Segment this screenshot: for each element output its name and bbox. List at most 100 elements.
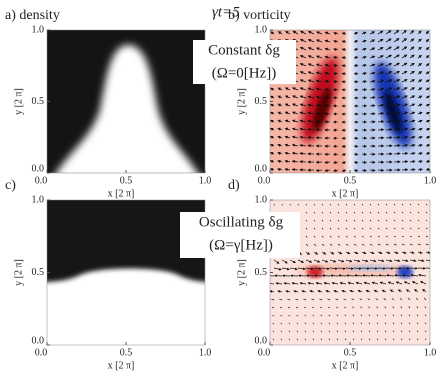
flow-arrow	[277, 95, 283, 99]
flow-arrow	[425, 46, 430, 51]
flow-arrow	[305, 211, 307, 214]
x-axis-label: x [2 π]	[332, 188, 359, 199]
flow-arrow	[315, 120, 323, 124]
flow-arrow	[272, 314, 275, 317]
flow-arrow	[377, 259, 385, 263]
y-tick-label: 1.0	[32, 194, 45, 205]
flow-arrow	[369, 31, 376, 35]
flow-arrow	[344, 314, 347, 317]
x-axis-label: x [2 π]	[108, 360, 135, 371]
flow-arrow	[361, 39, 367, 43]
flow-arrow	[324, 71, 331, 75]
x-tick-label: 0.5	[344, 175, 357, 186]
flow-arrow	[307, 79, 315, 83]
flow-arrow	[270, 87, 275, 91]
flow-arrow	[400, 330, 403, 333]
flow-arrow	[363, 281, 371, 285]
flow-arrow	[328, 314, 331, 317]
flow-arrow	[307, 87, 315, 91]
flow-arrow	[409, 143, 416, 148]
flow-arrow	[270, 127, 275, 131]
flow-arrow	[361, 227, 364, 230]
flow-arrow	[401, 143, 409, 148]
flow-arrow	[408, 322, 411, 325]
flow-arrow	[270, 111, 275, 115]
flow-arrow	[313, 251, 319, 255]
flow-arrow	[386, 274, 395, 277]
flow-arrow	[305, 259, 313, 263]
flow-arrow	[385, 235, 388, 238]
y-tick-label: 1.0	[255, 194, 268, 205]
y-tick-label: 0.5	[255, 96, 268, 107]
flow-arrow	[329, 227, 332, 230]
flow-arrow	[385, 79, 393, 83]
flow-arrow	[292, 30, 299, 35]
flow-arrow	[341, 160, 347, 164]
flow-arrow	[329, 211, 332, 214]
flow-arrow	[313, 259, 321, 263]
flow-arrow	[324, 168, 331, 173]
panel-title: a) density	[5, 8, 60, 23]
flow-arrow	[312, 330, 315, 333]
flow-arrow	[313, 211, 316, 214]
flow-arrow	[313, 243, 317, 247]
flow-arrow	[361, 88, 368, 92]
density-map	[47, 30, 205, 173]
flow-arrow	[304, 330, 307, 333]
flow-arrow	[425, 219, 428, 222]
flow-arrow	[377, 79, 385, 83]
panel-title: d)	[228, 178, 240, 193]
flow-arrow	[368, 330, 371, 333]
flow-arrow	[379, 281, 387, 285]
flow-arrow	[270, 282, 275, 285]
label-box	[180, 212, 300, 258]
flow-arrow	[425, 79, 430, 83]
flow-arrow	[288, 306, 291, 309]
flow-arrow	[299, 111, 307, 115]
flow-arrow	[425, 251, 430, 254]
flow-arrow	[370, 274, 379, 277]
flow-arrow	[324, 96, 331, 100]
flow-arrow	[361, 243, 365, 246]
flow-arrow	[338, 274, 347, 278]
flow-arrow	[399, 297, 403, 301]
flow-arrow	[369, 259, 377, 263]
flow-arrow	[425, 136, 430, 140]
flow-arrow	[305, 251, 311, 255]
flow-arrow	[409, 79, 416, 83]
y-tick-label: 1.0	[32, 24, 45, 35]
flow-arrow	[280, 306, 283, 309]
flow-arrow	[297, 203, 299, 206]
flow-arrow	[333, 168, 339, 173]
flow-arrow	[369, 104, 376, 108]
flow-arrow	[417, 79, 423, 83]
flow-arrow	[299, 87, 307, 91]
flow-arrow	[303, 298, 307, 301]
flow-arrow	[296, 306, 299, 309]
flow-arrow	[393, 103, 401, 107]
flow-arrow	[385, 54, 393, 59]
flow-arrow	[417, 152, 423, 156]
flow-arrow	[296, 330, 299, 333]
flow-arrow	[377, 120, 385, 124]
y-tick-label: 0.5	[255, 267, 268, 278]
flow-arrow	[313, 267, 322, 271]
flow-arrow	[307, 47, 315, 51]
flow-arrow	[347, 281, 355, 285]
flow-arrow	[353, 64, 359, 68]
flow-arrow	[385, 219, 388, 222]
flow-arrow	[393, 219, 396, 222]
annotation: Constant δg	[208, 42, 280, 58]
flow-arrow	[425, 128, 430, 131]
flow-arrow	[280, 338, 283, 341]
flow-arrow	[288, 330, 291, 333]
flow-arrow	[385, 211, 388, 214]
flow-arrow	[309, 290, 315, 293]
flow-arrow	[270, 290, 275, 293]
flow-arrow	[277, 159, 283, 164]
flow-arrow	[361, 251, 367, 255]
flow-arrow	[283, 282, 291, 285]
flow-arrow	[401, 111, 409, 115]
flow-arrow	[425, 144, 430, 148]
flow-arrow	[345, 235, 348, 238]
